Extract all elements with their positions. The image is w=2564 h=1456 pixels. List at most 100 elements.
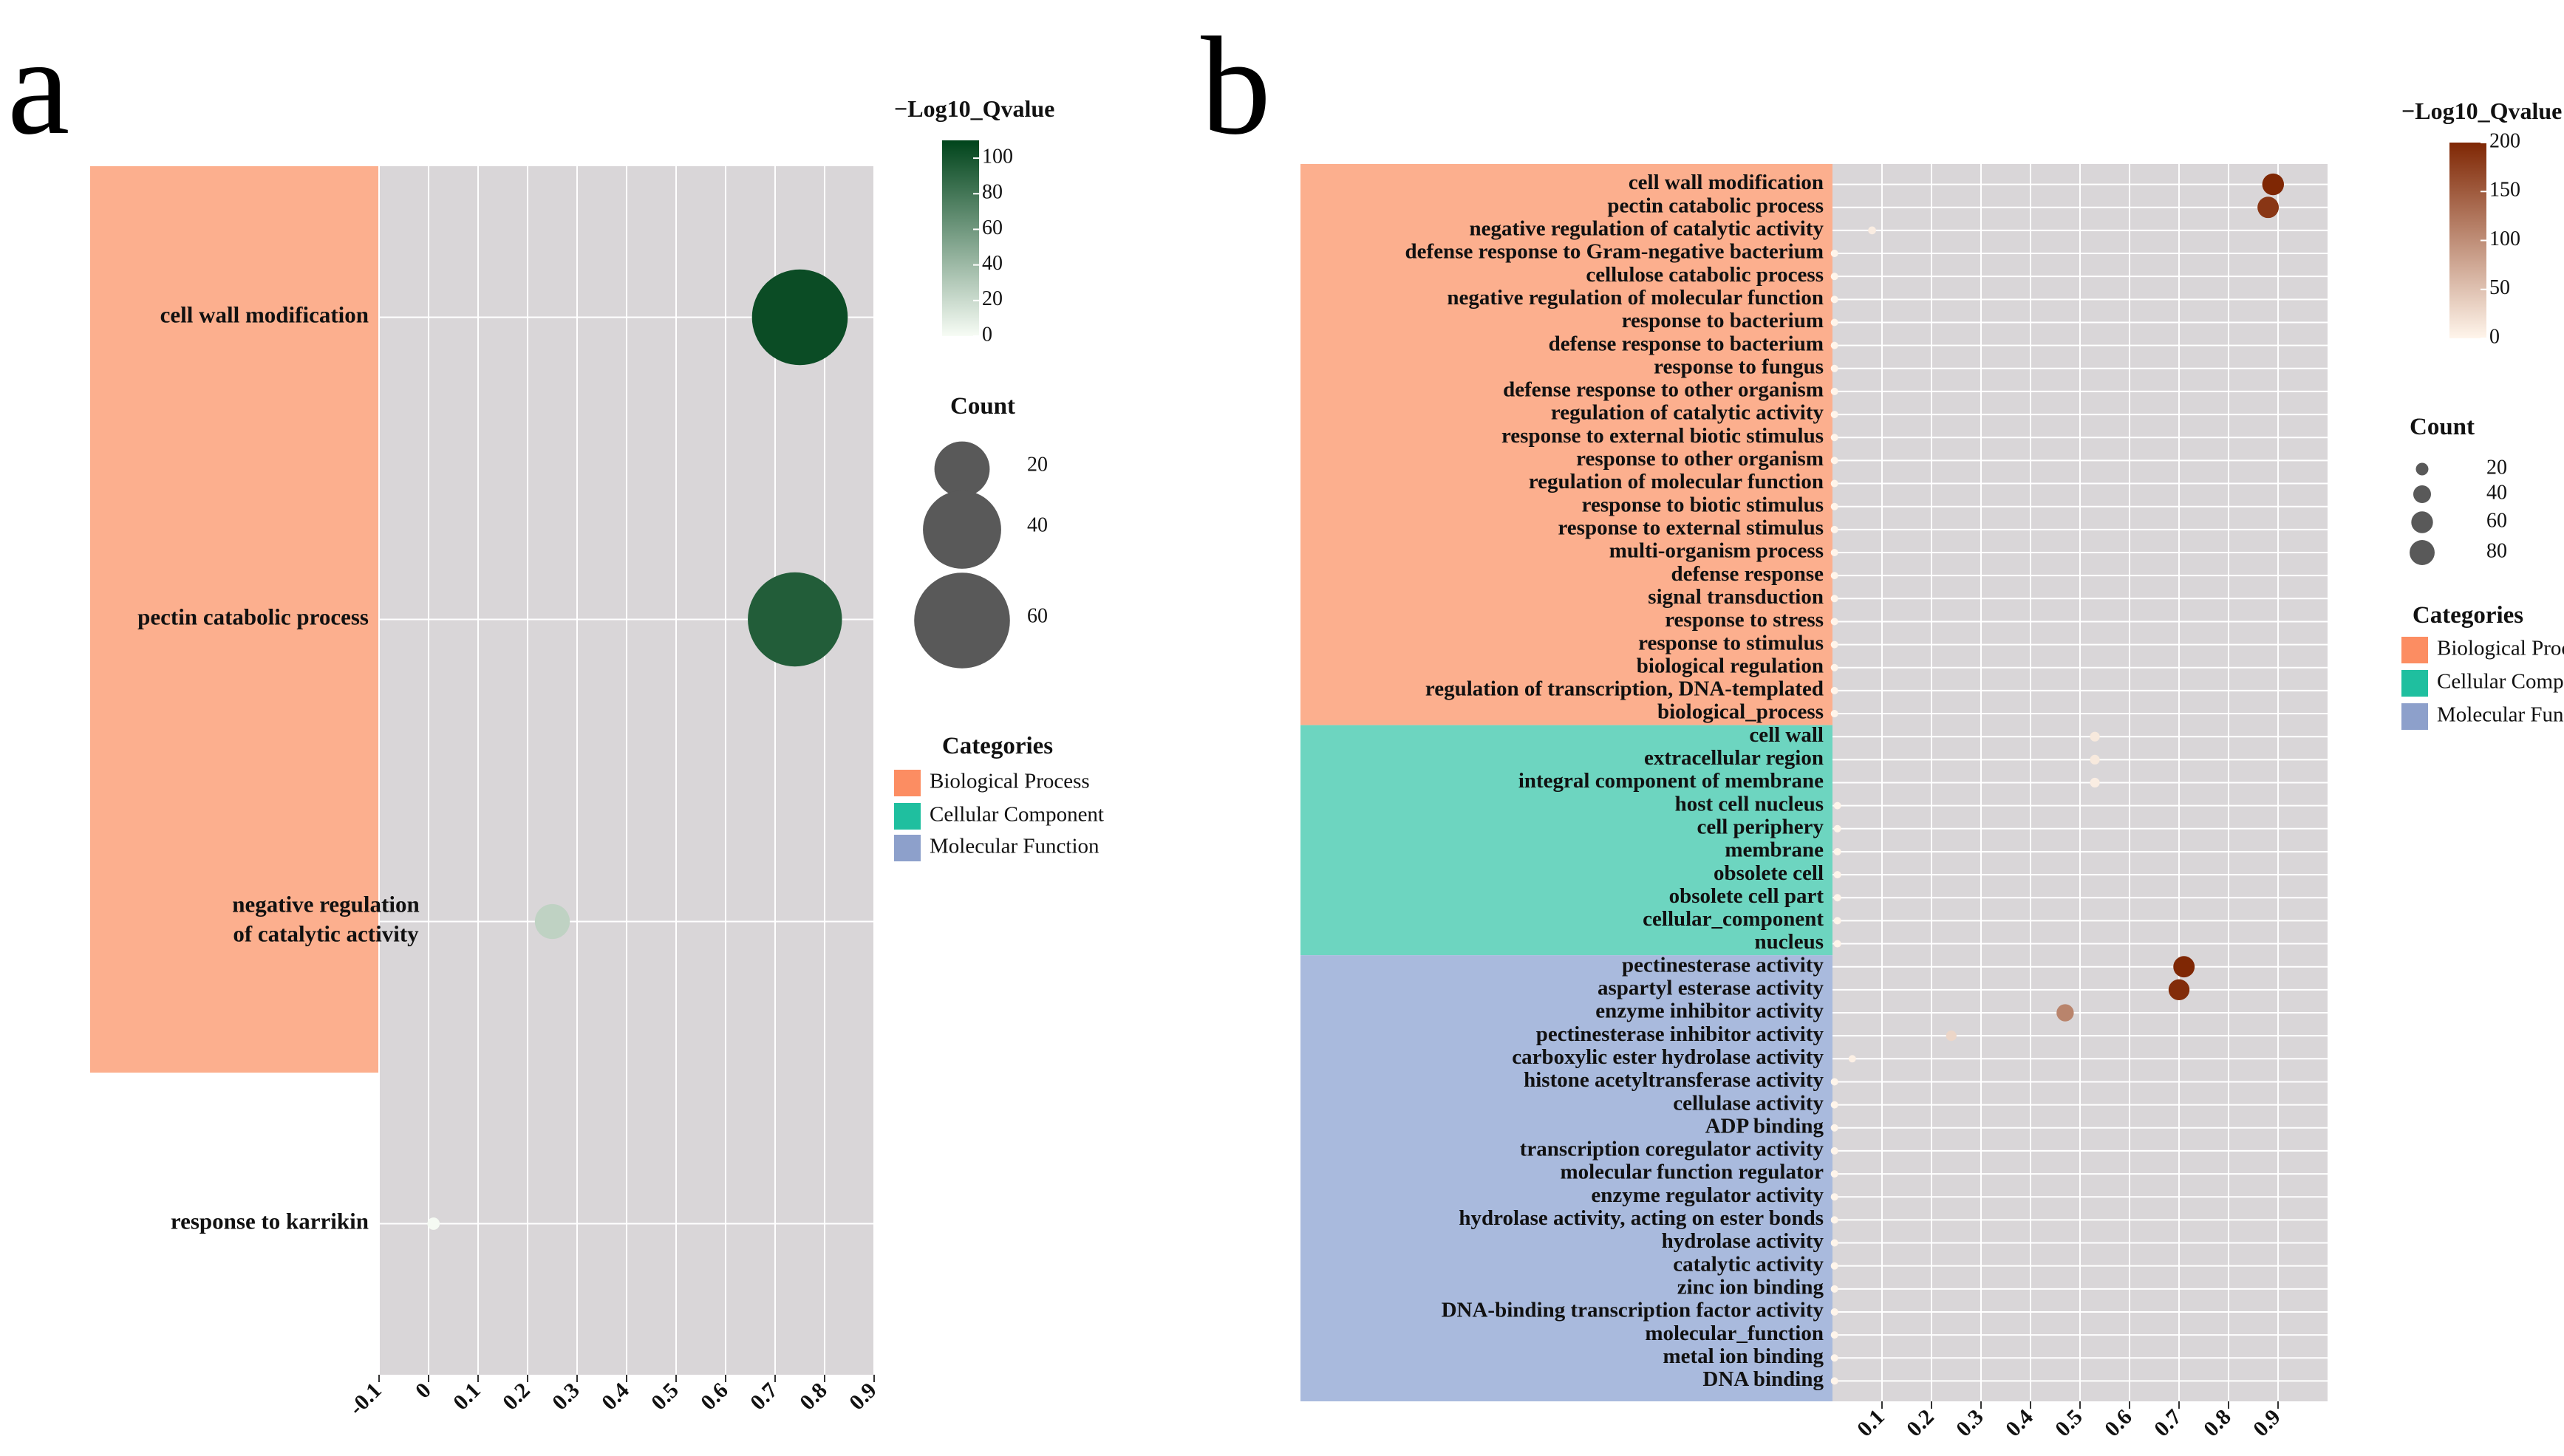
y-tick-label: defense response to bacterium <box>1549 332 1824 355</box>
y-tick-label: enzyme regulator activity <box>1591 1183 1824 1207</box>
category-legend-swatch <box>894 803 921 830</box>
data-point <box>1830 548 1838 556</box>
data-point <box>1830 457 1838 465</box>
panel-label-b: b <box>1201 9 1271 164</box>
size-legend-label: 40 <box>2486 481 2507 504</box>
x-tick-label: 0.1 <box>449 1378 485 1415</box>
y-tick-label: membrane <box>1725 838 1824 862</box>
colorbar-tick-label: 100 <box>2489 228 2520 250</box>
data-point <box>2090 731 2100 742</box>
data-point <box>1833 824 1841 833</box>
size-legend-label: 80 <box>2486 539 2507 562</box>
y-tick-label: zinc ion binding <box>1677 1275 1824 1299</box>
data-point <box>1833 871 1841 879</box>
x-tick-label: 0.4 <box>597 1378 634 1415</box>
y-tick-label: cell wall <box>1749 723 1824 747</box>
data-point <box>1833 802 1841 810</box>
data-point <box>1946 1031 1957 1042</box>
colorbar-tick-label: 80 <box>982 181 1003 204</box>
y-tick-label: response to external biotic stimulus <box>1501 424 1824 448</box>
data-point <box>1830 411 1838 419</box>
category-legend-label: Biological Process <box>2437 637 2564 660</box>
data-point <box>2056 1004 2074 1022</box>
y-tick-label: molecular_function <box>1645 1322 1824 1345</box>
data-point <box>1833 940 1841 948</box>
y-tick-label: of catalytic activity <box>233 921 419 947</box>
x-tick-label: 0.7 <box>746 1378 783 1415</box>
category-legend-label: Molecular Function <box>2437 703 2564 727</box>
size-legend-circle <box>923 491 1001 569</box>
colorbar-tick-label: 0 <box>2489 325 2500 348</box>
data-point <box>1830 1262 1838 1270</box>
data-point <box>1830 318 1838 327</box>
y-tick-label: pectinesterase inhibitor activity <box>1536 1022 1824 1046</box>
data-point <box>1830 1308 1838 1316</box>
y-tick-label: carboxylic ester hydrolase activity <box>1512 1045 1824 1069</box>
y-tick-label: ADP binding <box>1705 1114 1824 1138</box>
y-tick-label: enzyme inhibitor activity <box>1595 999 1824 1023</box>
y-tick-label: cell wall modification <box>1629 171 1824 194</box>
y-tick-label: cell periphery <box>1697 815 1824 838</box>
y-tick-label: regulation of catalytic activity <box>1551 401 1824 425</box>
data-point <box>1830 640 1838 649</box>
data-point <box>1833 847 1841 855</box>
y-tick-label: host cell nucleus <box>1675 792 1824 816</box>
data-point <box>2168 979 2190 1001</box>
size-legend-circle <box>914 573 1010 669</box>
y-tick-label: response to stimulus <box>1638 631 1824 654</box>
y-tick-label: nucleus <box>1755 930 1824 954</box>
y-tick-label: negative regulation of catalytic activit… <box>1470 217 1824 241</box>
data-point <box>2257 196 2280 219</box>
data-point <box>1830 1377 1838 1385</box>
colorbar-tick-label: 40 <box>982 252 1003 275</box>
size-legend-circle <box>2411 511 2433 533</box>
data-point <box>1830 1170 1838 1178</box>
y-tick-label: extracellular region <box>1644 746 1824 770</box>
size-legend-circle <box>2410 540 2435 565</box>
data-point <box>1830 1331 1838 1339</box>
x-tick-label: 0.5 <box>647 1378 683 1415</box>
x-tick-label: 0.2 <box>1902 1404 1939 1441</box>
data-point <box>1830 1239 1838 1247</box>
chart-panel-b: 0.1 0.2 0.3 0.4 0.5 0.6 0.7 0.8 0.9 cell wall mod… <box>1300 98 2564 1441</box>
y-tick-label: response to karrikin <box>171 1209 369 1234</box>
y-tick-label: obsolete cell part <box>1669 884 1824 908</box>
category-legend-swatch <box>2401 637 2428 663</box>
y-tick-label: regulation of molecular function <box>1529 470 1824 493</box>
y-tick-label: multi-organism process <box>1609 539 1824 563</box>
data-point <box>1830 572 1838 580</box>
y-tick-label: defense response to Gram-negative bacter… <box>1405 240 1824 264</box>
category-band-biological-process <box>90 166 379 1073</box>
category-legend-swatch <box>2401 703 2428 730</box>
data-point <box>2090 754 2100 765</box>
size-legend-label: 20 <box>1027 453 1048 476</box>
size-legend-circle <box>934 441 990 497</box>
category-legend-swatch <box>894 835 921 861</box>
colorbar <box>2449 143 2486 338</box>
x-tick-label: 0.8 <box>2199 1404 2236 1441</box>
data-point <box>1830 479 1838 488</box>
colorbar <box>942 140 979 336</box>
category-legend-swatch <box>2401 670 2428 697</box>
data-point <box>1830 502 1838 510</box>
x-tick-label: 0.8 <box>795 1378 832 1415</box>
data-point <box>1830 273 1838 281</box>
data-point <box>1830 1354 1838 1362</box>
y-tick-label: cellulose catabolic process <box>1586 263 1824 287</box>
data-point <box>1848 1055 1856 1063</box>
data-point <box>2262 173 2284 196</box>
y-tick-label: response to other organism <box>1576 447 1824 471</box>
data-point <box>2173 956 2195 978</box>
x-tick-label: 0 <box>411 1378 436 1403</box>
data-point <box>1830 1078 1838 1086</box>
size-legend-label: 40 <box>1027 513 1048 536</box>
category-legend-title: Categories <box>942 733 1053 759</box>
y-tick-label: pectin catabolic process <box>137 604 369 630</box>
y-tick-label: aspartyl esterase activity <box>1598 977 1824 1000</box>
y-tick-label: catalytic activity <box>1673 1252 1824 1276</box>
category-legend-label: Biological Process <box>930 770 1090 793</box>
x-tick-label: 0.3 <box>1951 1404 1988 1441</box>
category-band-biological-process <box>1300 164 1832 725</box>
y-tick-label: cell wall modification <box>160 302 369 328</box>
